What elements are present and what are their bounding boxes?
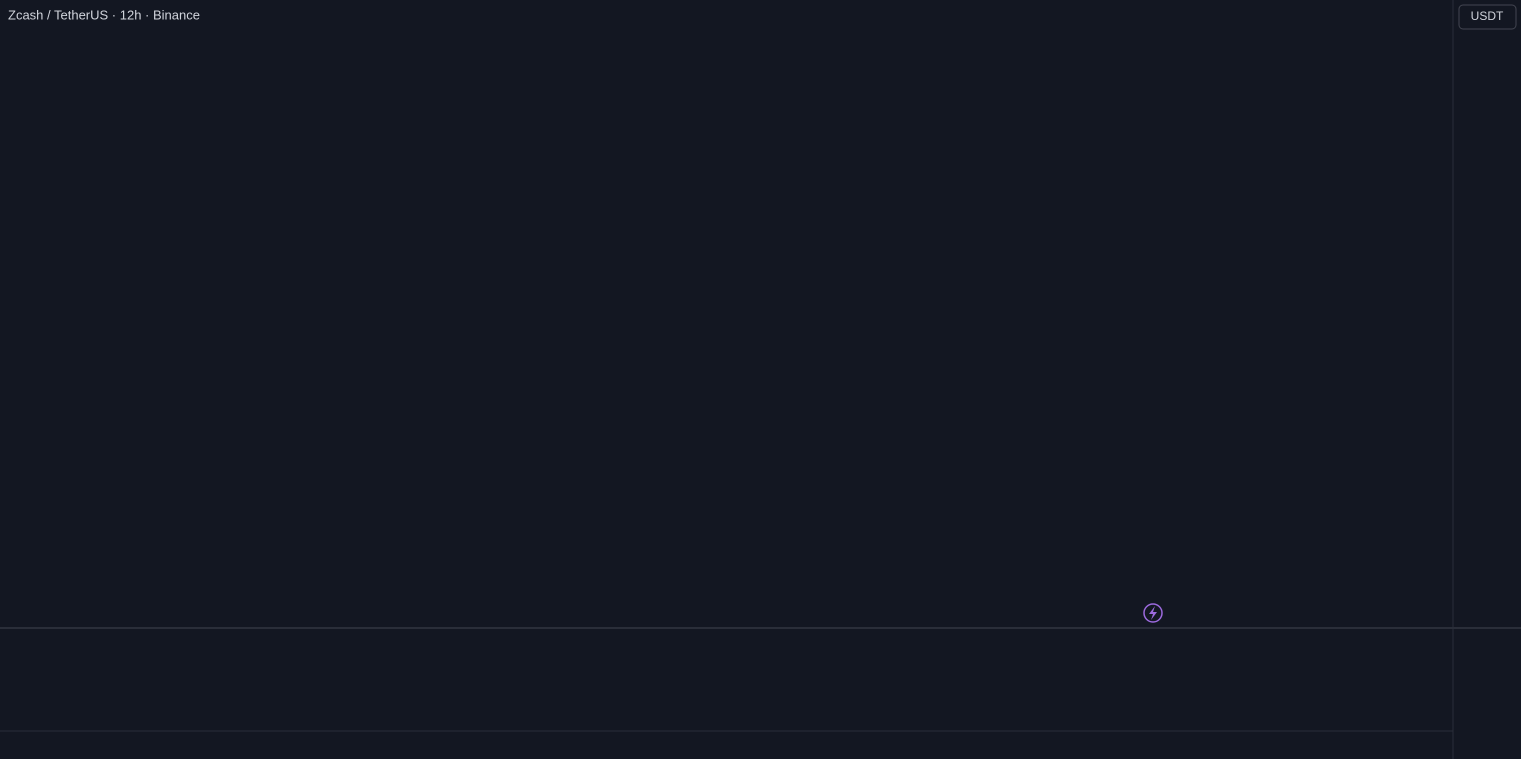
currency-button[interactable] xyxy=(1458,4,1517,30)
chart-title: Zcash / TetherUS · 12h · Binance xyxy=(8,7,200,22)
alert-bolt[interactable] xyxy=(1149,606,1157,620)
alert-icon[interactable] xyxy=(1143,603,1163,623)
alert-circle[interactable] xyxy=(1143,603,1163,623)
currency-label[interactable]: USDT xyxy=(1471,9,1504,23)
